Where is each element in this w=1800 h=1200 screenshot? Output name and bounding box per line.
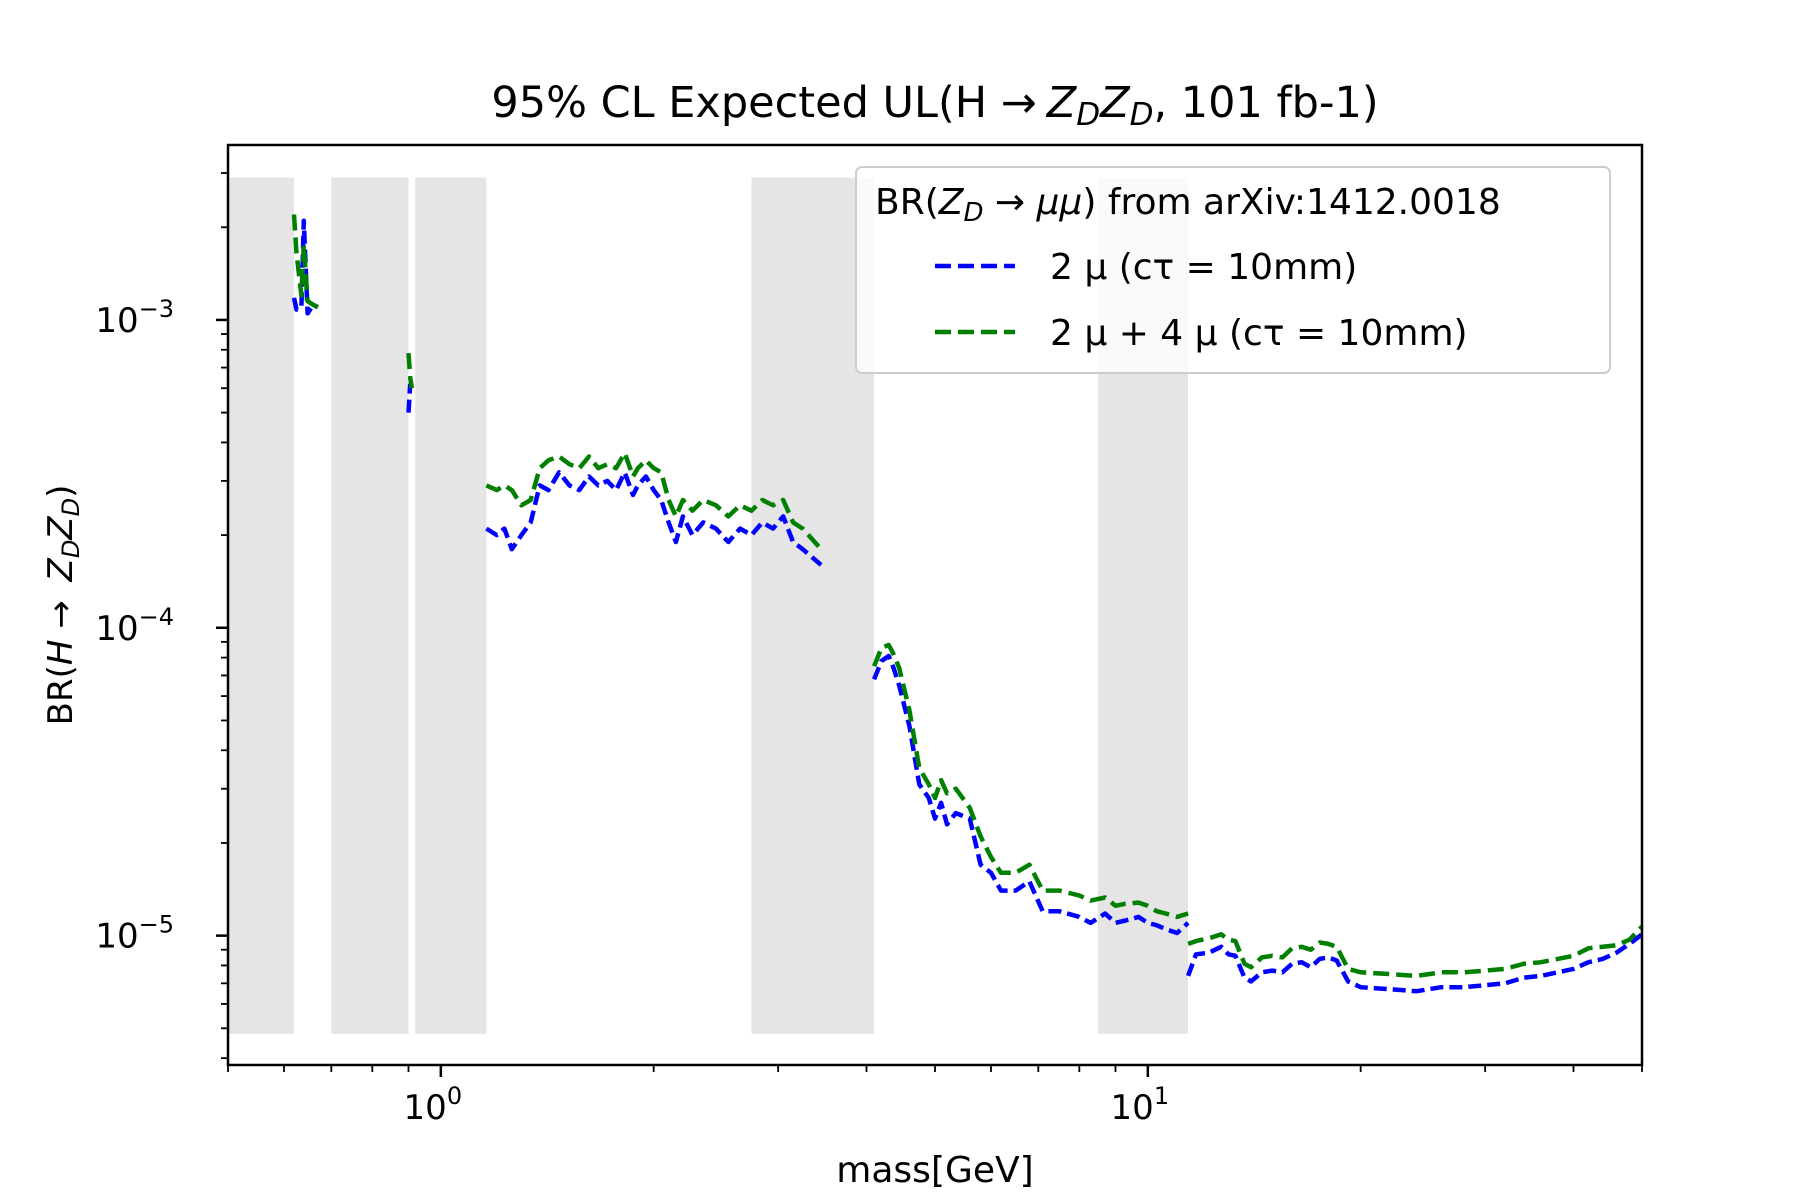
legend-title-z-sub: D	[963, 198, 983, 228]
vetoed-region-3	[751, 177, 874, 1034]
legend-title-suffix: ) from arXiv:1412.0018	[1082, 182, 1500, 223]
ylabel-suffix: )	[41, 485, 81, 498]
ylabel-zd2: Z	[41, 516, 81, 541]
y-tick-label-2: 10−3	[95, 295, 174, 341]
legend-title-z: Z	[938, 182, 965, 223]
series-green-segment-0	[291, 214, 319, 310]
legend-label-green: 2 μ + 4 μ (cτ = 10mm)	[1050, 313, 1468, 354]
vetoed-region-2	[415, 177, 487, 1034]
x-tick-label-1: 101	[1111, 1082, 1170, 1128]
legend-title: BR(ZD → μμ) from arXiv:1412.0018	[875, 182, 1501, 228]
ylabel-h: H	[41, 640, 81, 666]
series-green-segment-3	[872, 642, 1189, 920]
ylabel-zd1-sub: D	[57, 540, 85, 558]
vetoed-region-1	[331, 177, 409, 1034]
vetoed-region-0	[228, 177, 294, 1034]
legend-title-mumu: μμ	[1036, 182, 1083, 223]
y-tick-label-0: 10−5	[95, 911, 174, 957]
y-axis-label: BR(H → ZDZD)	[41, 485, 85, 726]
series-green-segment-4	[1187, 925, 1644, 979]
legend-label-blue: 2 μ (cτ = 10mm)	[1050, 247, 1357, 288]
ylabel-prefix: BR(	[41, 665, 81, 725]
ylabel-zd2-sub: D	[57, 498, 85, 516]
series-blue-segment-1	[406, 383, 413, 413]
x-tick-label-0: 100	[404, 1082, 463, 1128]
title-zd1-sub: D	[1076, 97, 1100, 133]
title-zd1: Z	[1046, 78, 1078, 128]
title-suffix: , 101 fb-1)	[1153, 78, 1378, 128]
ylabel-arrow: →	[41, 589, 81, 639]
ylabel-zd1: Z	[41, 557, 81, 582]
y-tick-label-1: 10−4	[95, 603, 174, 649]
series-blue-segment-3	[872, 653, 1190, 936]
x-axis-label: mass[GeV]	[836, 1150, 1033, 1191]
chart-title: 95% CL Expected UL(H → ZDZD, 101 fb-1)	[491, 78, 1378, 133]
legend-box	[855, 166, 1611, 374]
legend: BR(ZD → μμ) from arXiv:1412.0018 2 μ (cτ…	[855, 166, 1611, 374]
legend-title-prefix: BR(	[875, 182, 939, 223]
title-zd2-sub: D	[1130, 97, 1154, 133]
series-lines	[291, 214, 1644, 994]
series-green-segment-2	[485, 450, 823, 551]
series-blue-segment-4	[1185, 932, 1644, 994]
axis-ticks: 100 101 10−5 10−4 10−3	[95, 172, 1643, 1128]
vetoed-regions	[228, 177, 1188, 1034]
title-arrow: →	[1001, 78, 1037, 128]
legend-title-arrow: →	[983, 182, 1036, 223]
series-blue-segment-2	[485, 470, 823, 567]
series-green-segment-1	[406, 352, 415, 389]
title-prefix: 95% CL Expected UL(H	[491, 78, 1000, 128]
title-zd2: Z	[1099, 78, 1131, 128]
series-blue-segment-0	[291, 218, 319, 316]
